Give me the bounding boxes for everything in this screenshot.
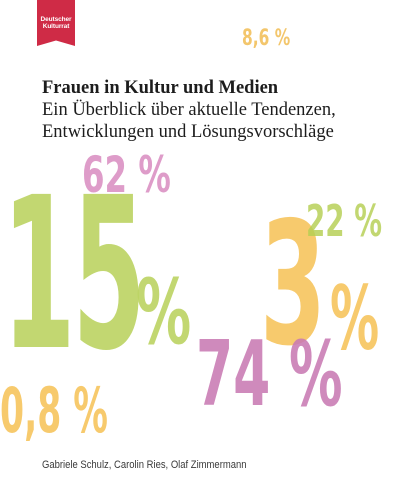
book-subtitle-line-1: Ein Überblick über aktuelle Tendenzen, bbox=[42, 100, 336, 120]
authors: Gabriele Schulz, Carolin Ries, Olaf Zimm… bbox=[42, 459, 247, 471]
figure-0-8-percent: 0,8 % bbox=[0, 374, 108, 447]
title-block: Frauen in Kultur und Medien Ein Überblic… bbox=[42, 77, 336, 143]
figure-3-percent-sign: % bbox=[330, 267, 380, 370]
book-subtitle-line-2: Entwicklungen und Lösungsvorschläge bbox=[42, 122, 334, 142]
publisher-logo: Deutscher Kulturrat bbox=[37, 0, 75, 46]
figure-15-percent-sign: % bbox=[136, 260, 192, 365]
book-title: Frauen in Kultur und Medien bbox=[42, 78, 279, 98]
figure-15: 15 bbox=[2, 152, 146, 397]
logo-line-1: Deutscher bbox=[40, 16, 72, 23]
figure-74-percent: 74 % bbox=[196, 322, 343, 427]
figure-22-percent: 22 % bbox=[306, 196, 382, 247]
logo-line-2: Kulturrat bbox=[42, 23, 70, 30]
figure-8-6-percent: 8,6 % bbox=[242, 26, 291, 51]
figure-3: 3 bbox=[260, 186, 326, 384]
figure-62-percent: 62 % bbox=[82, 146, 171, 204]
